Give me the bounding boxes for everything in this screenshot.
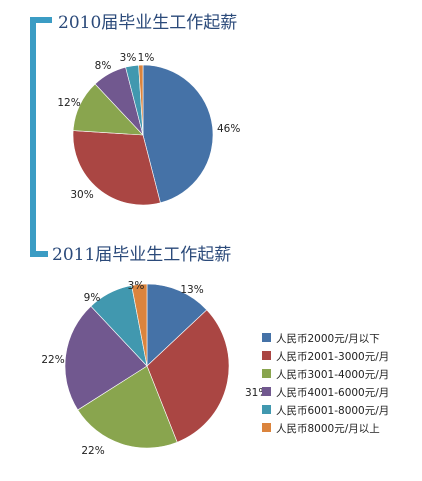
legend-label-2: 人民币2001-3000元/月 bbox=[276, 351, 389, 363]
bracket-bar bbox=[30, 17, 36, 257]
legend-label-4: 人民币4001-6000元/月 bbox=[276, 387, 389, 399]
pie-2011-label-5: 9% bbox=[84, 292, 101, 304]
legend-label-6: 人民币8000元/月以上 bbox=[276, 423, 380, 435]
pie-2011: 13%31%22%22%9%3% bbox=[41, 280, 268, 457]
pie-2010-label-2: 30% bbox=[70, 189, 93, 201]
pie-2010-slice-6 bbox=[138, 64, 144, 136]
pie-2010-label-3: 12% bbox=[57, 97, 80, 109]
legend-swatch-5 bbox=[262, 405, 271, 414]
bracket-top-arm bbox=[30, 17, 52, 23]
pie-2011-label-3: 22% bbox=[81, 445, 104, 457]
pie-2010-slice-1 bbox=[142, 64, 214, 204]
pie-2010-label-5: 3% bbox=[120, 52, 137, 64]
legend-swatch-4 bbox=[262, 387, 271, 396]
pie-2010-label-4: 8% bbox=[95, 60, 112, 72]
decorative-bracket bbox=[30, 17, 52, 257]
pie-2010-slice-2 bbox=[72, 130, 161, 206]
legend-label-5: 人民币6001-8000元/月 bbox=[276, 405, 389, 417]
pie-2011-slice-1 bbox=[146, 283, 208, 367]
legend-swatch-1 bbox=[262, 333, 271, 342]
pie-2010-label-6: 1% bbox=[138, 52, 155, 64]
legend: 人民币2000元/月以下人民币2001-3000元/月人民币3001-4000元… bbox=[262, 333, 389, 435]
pie-2011-slice-6 bbox=[131, 283, 148, 367]
legend-swatch-2 bbox=[262, 351, 271, 360]
pie-2011-slice-3 bbox=[77, 365, 178, 449]
chart-2010-title: 2010届毕业生工作起薪 bbox=[58, 13, 237, 33]
pie-2011-label-4: 22% bbox=[41, 354, 64, 366]
legend-swatch-6 bbox=[262, 423, 271, 432]
legend-label-3: 人民币3001-4000元/月 bbox=[276, 369, 389, 381]
bracket-bottom-arm bbox=[30, 251, 48, 257]
pie-2011-label-6: 3% bbox=[128, 280, 145, 292]
legend-label-1: 人民币2000元/月以下 bbox=[276, 333, 380, 345]
pie-2010: 46% 30% 12% 8% 3% 1% bbox=[57, 52, 240, 206]
pie-2011-slice-4 bbox=[64, 305, 148, 411]
pie-2011-label-1: 13% bbox=[180, 284, 203, 296]
legend-swatch-3 bbox=[262, 369, 271, 378]
chart-2011-title: 2011届毕业生工作起薪 bbox=[52, 245, 231, 265]
pie-2010-label-1: 46% bbox=[217, 123, 240, 135]
pie-2011-slice-2 bbox=[146, 309, 230, 443]
